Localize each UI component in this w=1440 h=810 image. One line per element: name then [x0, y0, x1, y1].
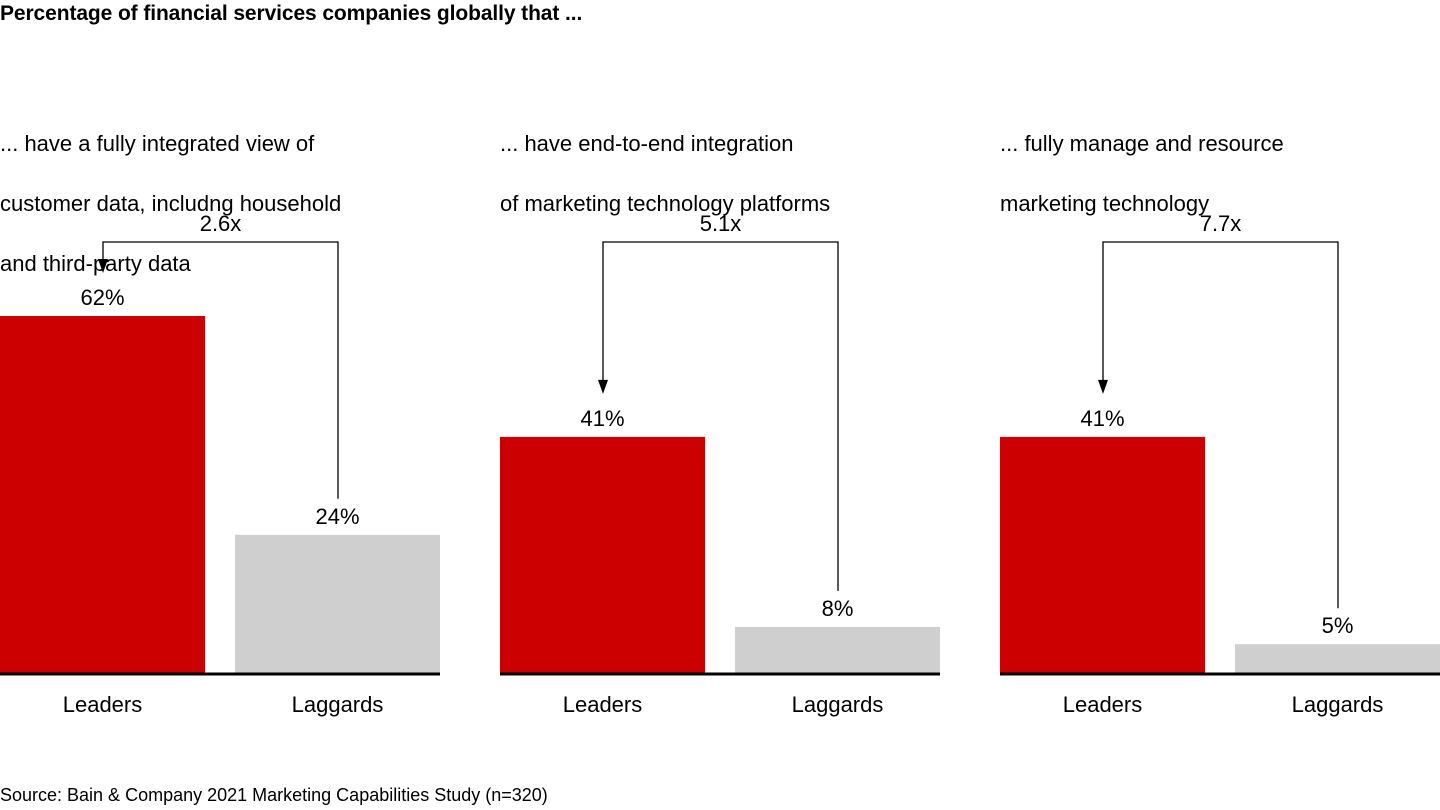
bar-laggards — [735, 626, 940, 673]
category-label-laggards: Laggards — [1292, 692, 1384, 717]
bar-leaders — [1000, 436, 1205, 673]
bar-leaders — [0, 316, 205, 673]
multiplier-bracket — [602, 241, 839, 591]
arrowhead-icon — [98, 259, 108, 273]
panel-2: 41% Leaders 8% Laggards 5.1x — [500, 211, 940, 717]
bar-leaders — [500, 436, 705, 673]
panel-3-subtitle-line: ... fully manage and resource — [1000, 131, 1284, 156]
panel-1: 62% Leaders 24% Laggards 2.6x — [0, 211, 440, 717]
value-label-laggards: 8% — [822, 596, 854, 621]
panel-2-subtitle-line: of marketing technology platforms — [500, 191, 831, 216]
panel-2-subtitle: ... have end-to-end integration of marke… — [500, 99, 830, 249]
panel-1-subtitle-line: and third-party data — [0, 251, 191, 276]
panel-3-subtitle-line: marketing technology — [1000, 191, 1210, 216]
category-label-laggards: Laggards — [292, 692, 384, 717]
multiplier-label: 7.7x — [1200, 211, 1242, 236]
category-label-laggards: Laggards — [792, 692, 884, 717]
value-label-leaders: 41% — [1080, 406, 1124, 431]
panel-1-subtitle: ... have a fully integrated view of cust… — [0, 99, 341, 309]
multiplier-bracket — [1102, 241, 1339, 609]
panel-1-subtitle-line: ... have a fully integrated view of — [0, 131, 315, 156]
value-label-laggards: 5% — [1322, 613, 1354, 638]
panel-1-subtitle-line: customer data, includng household — [0, 191, 342, 216]
panel-3: 41% Leaders 5% Laggards 7.7x — [1000, 211, 1440, 717]
bar-laggards — [1235, 644, 1440, 673]
multiplier-bracket — [102, 241, 339, 499]
source-note: Source: Bain & Company 2021 Marketing Ca… — [0, 785, 548, 805]
value-label-leaders: 62% — [80, 285, 124, 310]
category-label-leaders: Leaders — [1063, 692, 1143, 717]
arrowhead-icon — [1098, 379, 1108, 394]
arrowhead-icon — [598, 379, 608, 394]
bar-laggards — [235, 534, 440, 673]
multiplier-label: 5.1x — [700, 211, 742, 236]
value-label-leaders: 41% — [580, 406, 624, 431]
category-label-leaders: Leaders — [563, 692, 643, 717]
value-label-laggards: 24% — [315, 504, 359, 529]
multiplier-label: 2.6x — [200, 211, 242, 236]
panel-2-subtitle-line: ... have end-to-end integration — [500, 131, 794, 156]
panel-3-subtitle: ... fully manage and resource marketing … — [1000, 99, 1284, 249]
category-label-leaders: Leaders — [63, 692, 143, 717]
chart-title: Percentage of financial services compani… — [0, 2, 583, 25]
